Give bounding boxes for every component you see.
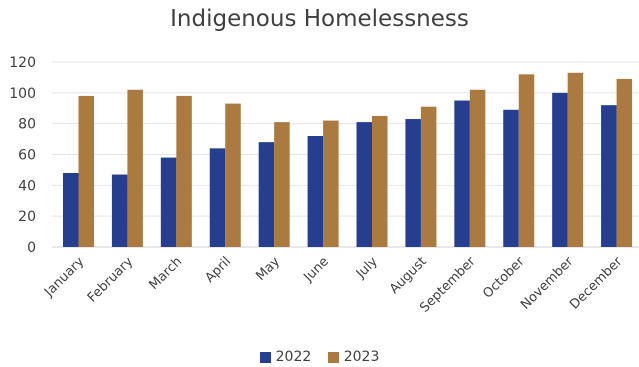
x-tick-label: December [567,254,626,313]
x-tick-label: January [41,254,87,300]
bar-2023-october [518,74,535,247]
bar-2022-november [552,92,568,247]
bar-2022-june [307,136,324,247]
chart-title: Indigenous Homelessness [170,6,469,32]
bar-2022-may [258,142,275,247]
bar-2023-january [78,95,94,248]
x-tick-label: April [202,254,234,286]
y-tick-label: 60 [18,148,36,164]
legend: 2022 2023 [0,349,639,367]
bars [63,72,633,248]
bar-2023-june [323,120,339,247]
bar-2023-july [372,115,388,247]
x-tick-label: June [301,254,332,285]
bar-2022-march [160,157,177,247]
legend-swatch-2022 [259,351,271,363]
x-tick-label: May [253,254,283,284]
bar-2023-november [567,72,584,248]
y-axis-ticks: 0 20 40 60 80 100 120 [9,55,36,256]
bar-2022-august [405,119,421,247]
bar-2022-april [209,148,226,247]
y-tick-label: 0 [27,240,36,256]
x-tick-label: October [480,254,528,302]
legend-label-2022: 2022 [275,349,312,365]
bar-2022-december [601,105,617,248]
legend-item-2022: 2022 [259,349,312,365]
bar-2023-april [225,103,241,247]
bar-2023-august [420,106,437,247]
x-tick-label: July [353,254,381,282]
bar-2022-july [356,122,372,247]
y-tick-label: 20 [18,209,36,225]
y-tick-label: 120 [9,55,36,71]
x-tick-label: August [387,254,430,297]
bar-2022-january [63,173,79,247]
x-tick-label: March [147,254,186,293]
bar-2022-september [454,100,470,248]
bar-2023-september [469,89,486,247]
bar-2023-december [616,78,633,247]
y-tick-label: 80 [18,117,36,133]
legend-swatch-2023 [327,351,339,363]
legend-label-2023: 2023 [343,349,380,365]
x-tick-label: February [85,254,137,306]
y-tick-label: 100 [9,86,36,102]
bar-2022-october [503,109,519,248]
bar-2023-february [127,89,143,247]
y-tick-label: 40 [18,178,36,194]
bar-2023-may [274,122,290,247]
gridlines [52,61,639,248]
bar-2022-february [111,174,128,247]
legend-item-2023: 2023 [327,349,380,365]
bar-2023-march [176,95,192,248]
